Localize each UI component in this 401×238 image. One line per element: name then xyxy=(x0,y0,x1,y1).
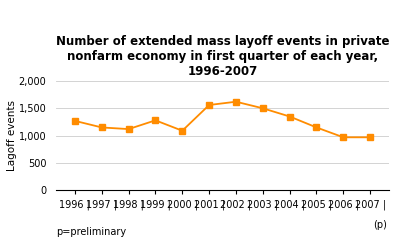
Title: Number of extended mass layoff events in private
nonfarm economy in first quarte: Number of extended mass layoff events in… xyxy=(56,35,389,78)
Text: (p): (p) xyxy=(373,220,387,230)
Text: p=preliminary: p=preliminary xyxy=(56,227,126,237)
Y-axis label: Lagoff events: Lagoff events xyxy=(7,100,17,171)
